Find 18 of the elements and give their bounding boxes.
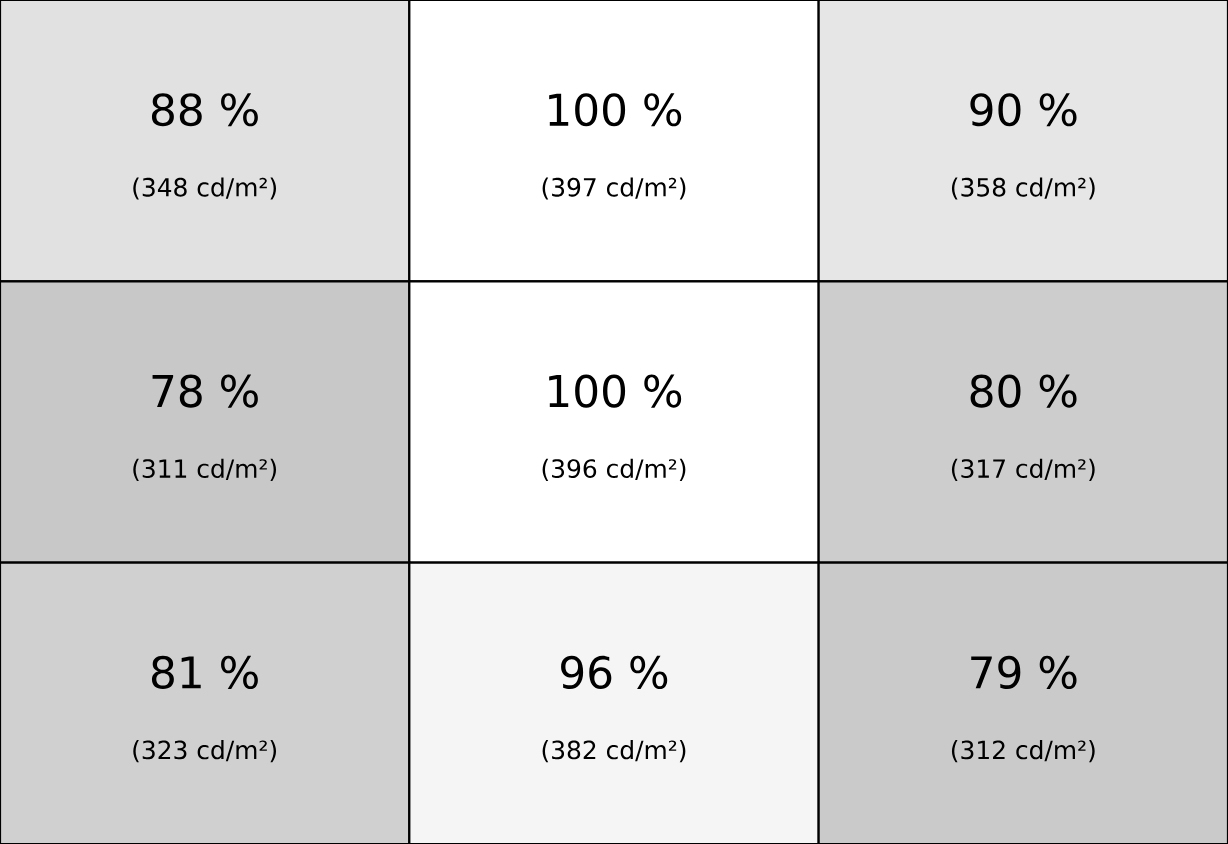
data-label: 90 % bbox=[970, 93, 1077, 127]
annotation: (397 cd/m²) bbox=[542, 177, 686, 200]
data-label: 96 % bbox=[561, 655, 668, 689]
annotation: (382 cd/m²) bbox=[542, 740, 686, 763]
data-label: 100 % bbox=[549, 93, 682, 127]
data-label: 80 % bbox=[970, 374, 1077, 408]
data-label: 88 % bbox=[151, 93, 258, 127]
annotation: (323 cd/m²) bbox=[133, 740, 277, 763]
data-label: 81 % bbox=[151, 655, 258, 689]
annotation: (317 cd/m²) bbox=[951, 458, 1095, 481]
annotation: (311 cd/m²) bbox=[133, 458, 277, 481]
annotation: (348 cd/m²) bbox=[133, 177, 277, 200]
annotation: (396 cd/m²) bbox=[542, 458, 686, 481]
annotation: (358 cd/m²) bbox=[951, 177, 1095, 200]
data-label: 79 % bbox=[971, 655, 1077, 689]
annotation: (312 cd/m²) bbox=[951, 740, 1095, 763]
data-label: 100 % bbox=[549, 374, 682, 408]
data-label: 78 % bbox=[152, 374, 258, 408]
